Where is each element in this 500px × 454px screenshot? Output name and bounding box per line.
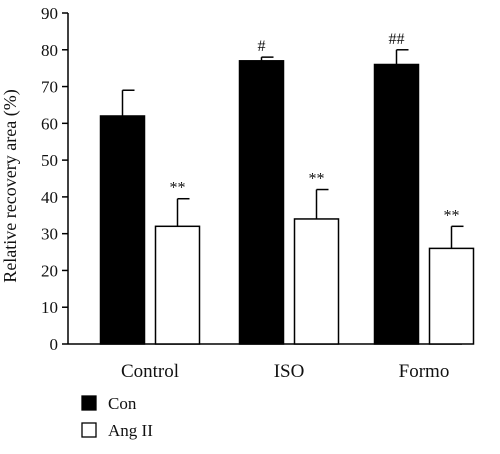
x-tick-label: ISO <box>274 361 305 382</box>
y-ticks: 0 10 20 30 40 50 60 70 80 90 <box>41 4 68 354</box>
y-tick-label: 20 <box>41 261 58 280</box>
bar-ang-ii-formo <box>428 247 475 345</box>
bar-ang-ii-control <box>154 225 201 345</box>
x-tick-labels: Control ISO Formo <box>121 361 449 382</box>
y-tick-label: 30 <box>41 225 58 244</box>
y-tick-label: 70 <box>41 78 58 97</box>
bar-con-formo <box>373 63 420 345</box>
significance-marker: ## <box>389 31 405 48</box>
x-tick-label: Formo <box>399 361 450 382</box>
significance-marker: ** <box>309 171 325 188</box>
significance-marker: ** <box>170 180 186 197</box>
y-tick-label: 10 <box>41 298 58 317</box>
legend-swatch <box>81 422 97 438</box>
y-tick-label: 40 <box>41 188 58 207</box>
significance-marker: # <box>258 38 266 55</box>
legend-label: Con <box>108 394 137 413</box>
legend-label: Ang II <box>108 421 153 440</box>
y-tick-label: 90 <box>41 4 58 23</box>
legend-swatch <box>81 395 97 411</box>
bar-ang-ii-iso <box>293 218 340 345</box>
y-tick-label: 80 <box>41 41 58 60</box>
y-tick-label: 50 <box>41 151 58 170</box>
legend: Con Ang II <box>81 394 153 440</box>
significance-marker: ** <box>444 207 460 224</box>
bars: ** # ** ## ** <box>99 31 475 345</box>
y-tick-label: 0 <box>50 335 59 354</box>
y-axis-label: Relative recovery area (%) <box>0 89 21 282</box>
bar-con-iso <box>238 60 285 345</box>
y-tick-label: 60 <box>41 114 58 133</box>
bar-con-control <box>99 115 146 345</box>
x-tick-label: Control <box>121 361 179 382</box>
